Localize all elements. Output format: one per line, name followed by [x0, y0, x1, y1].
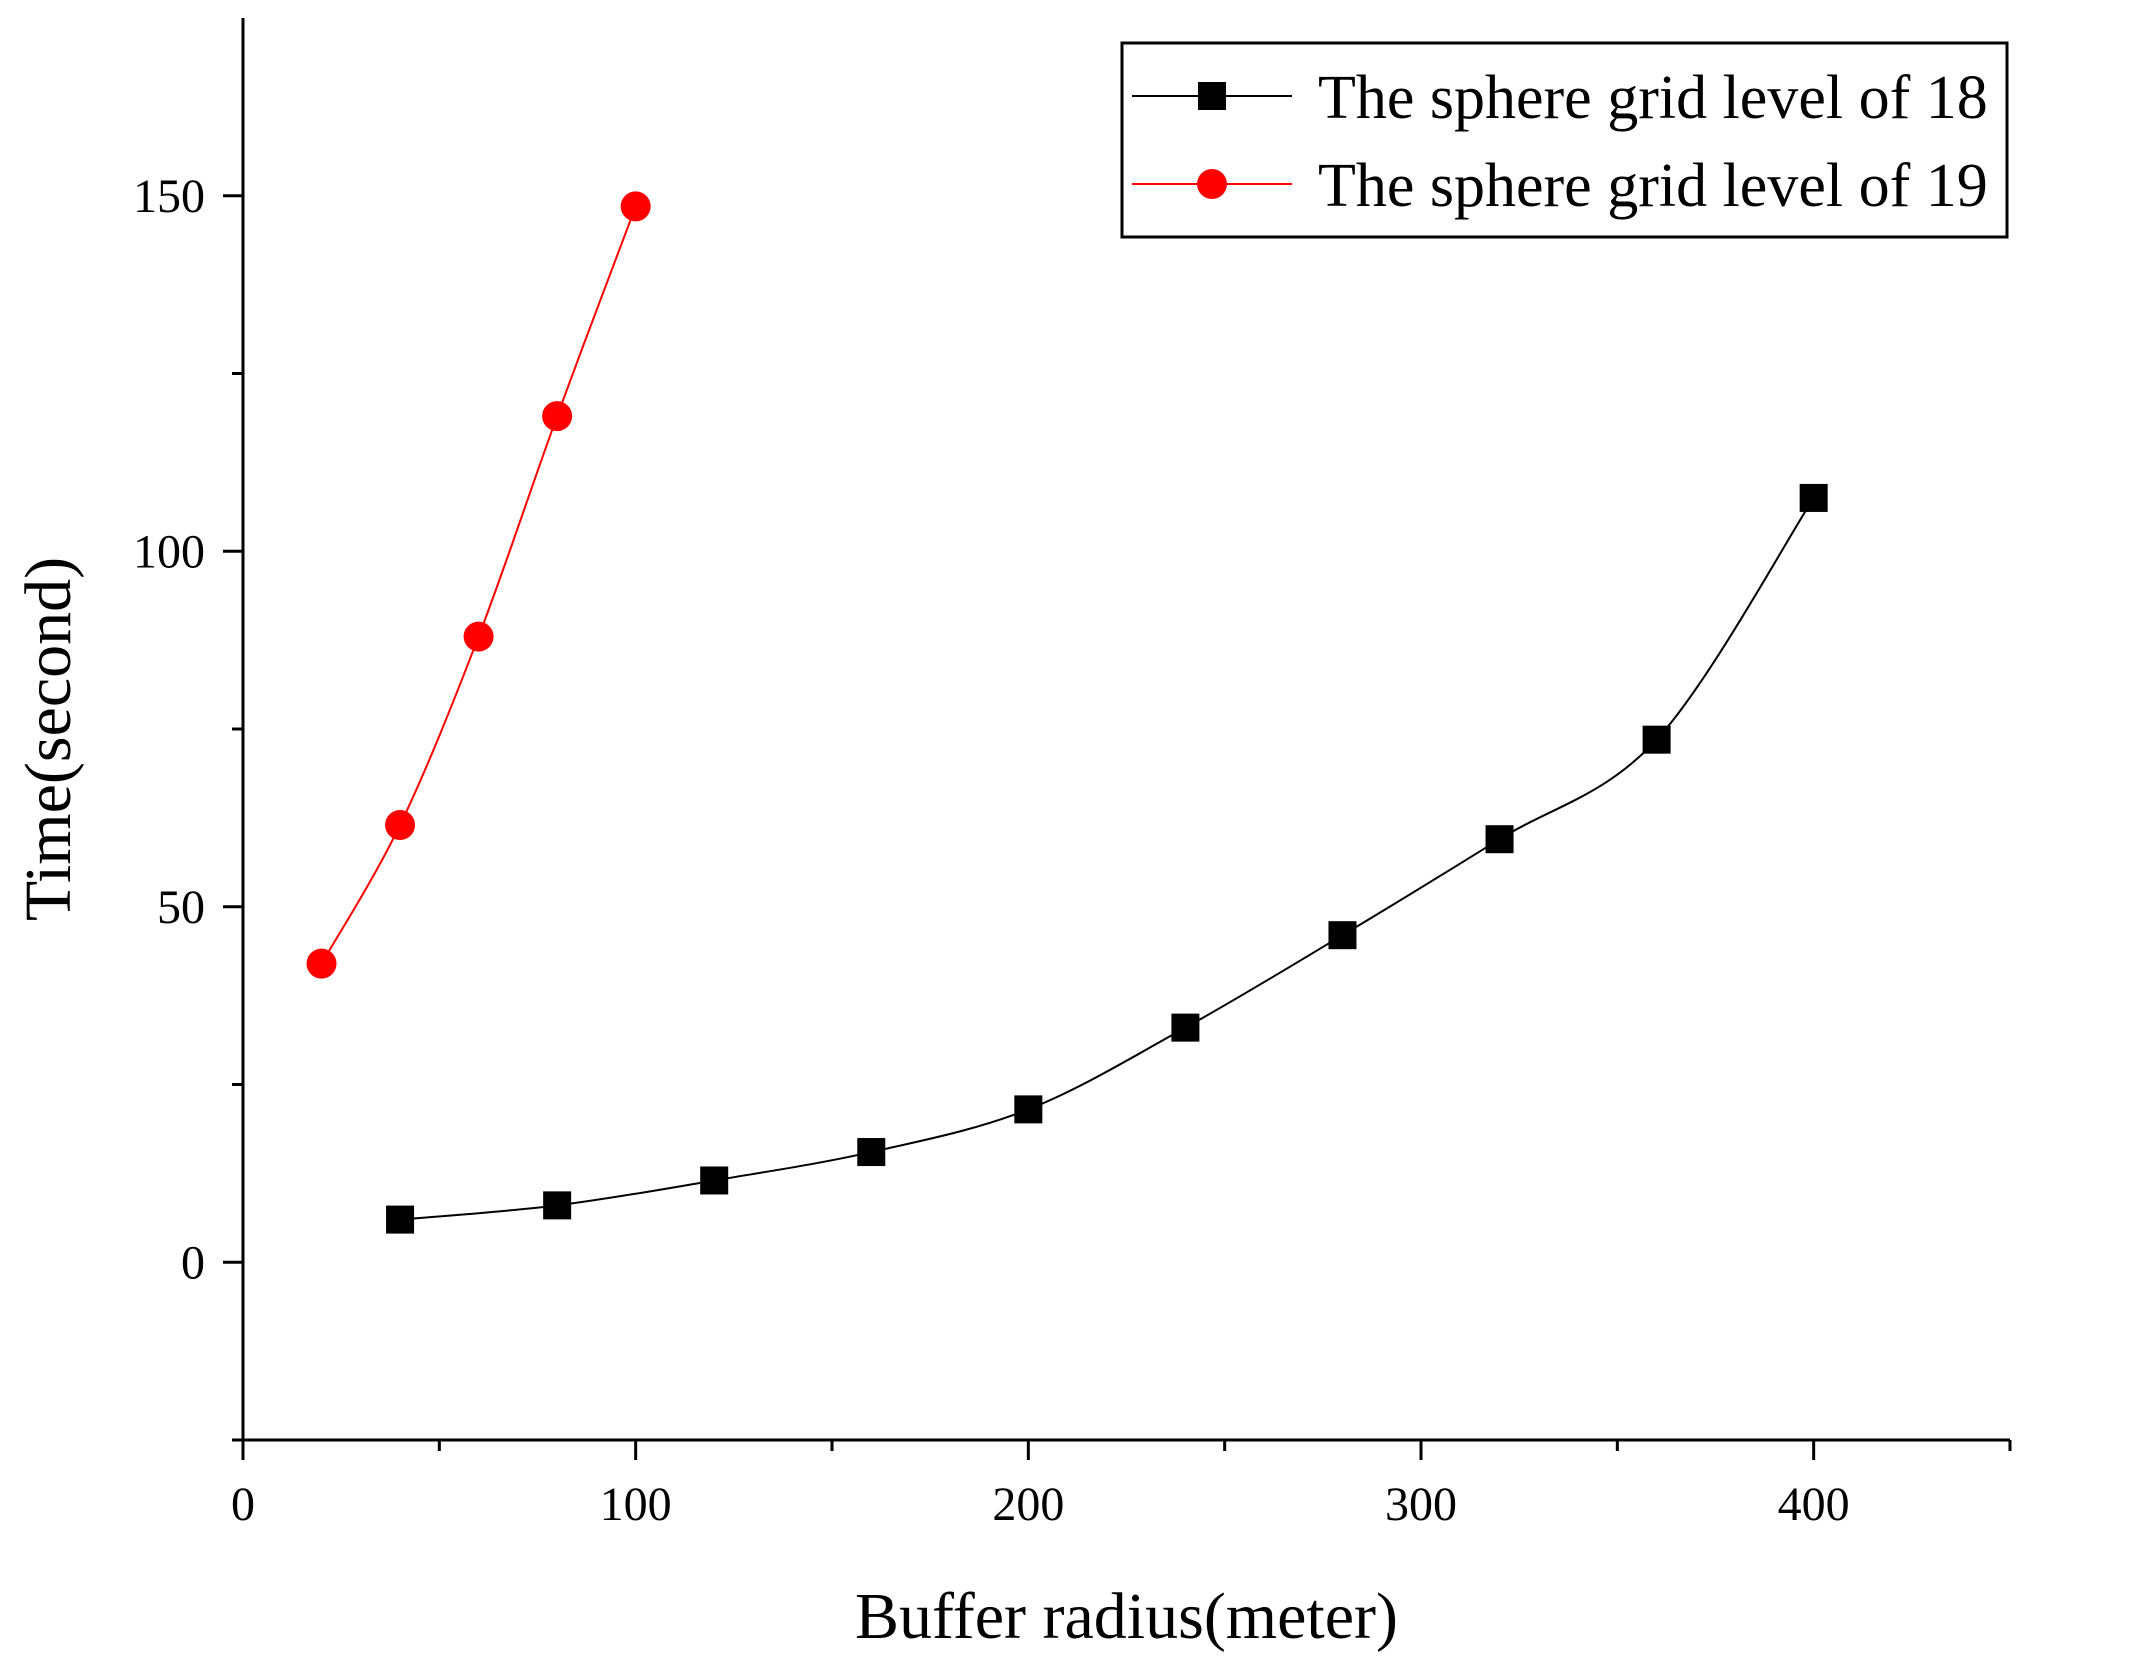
legend: The sphere grid level of 18 The sphere gr… — [1120, 41, 2009, 239]
series-2-point-40 — [385, 809, 416, 840]
y-tick-label-150: 150 — [133, 170, 205, 223]
series-1-point-80 — [543, 1191, 572, 1220]
series-1-point-160 — [857, 1138, 886, 1167]
x-tick-label-100: 100 — [600, 1478, 672, 1531]
x-tick-label-0: 0 — [231, 1478, 255, 1531]
series-1-point-40 — [386, 1205, 415, 1234]
legend-swatch-marker-2 — [1197, 169, 1227, 199]
series-1-point-400 — [1799, 483, 1828, 512]
series-1-point-120 — [700, 1166, 729, 1195]
series-1-point-280 — [1328, 921, 1357, 950]
legend-label-2: The sphere grid level of 19 — [1318, 152, 1988, 220]
x-tick-label-200: 200 — [992, 1478, 1064, 1531]
series-2-point-20 — [306, 948, 337, 979]
y-tick-label-50: 50 — [157, 881, 205, 934]
legend-swatch-marker-1 — [1198, 82, 1226, 110]
legend-label-1: The sphere grid level of 18 — [1318, 64, 1988, 132]
legend-box — [1120, 41, 2009, 239]
series-1 — [386, 483, 1828, 1234]
series-1-point-360 — [1642, 725, 1671, 754]
series-2-point-100 — [620, 191, 651, 222]
series-layer — [306, 191, 1828, 1234]
x-tick-label-400: 400 — [1778, 1478, 1850, 1531]
y-tick-label-100: 100 — [133, 525, 205, 578]
series-2-line — [320, 206, 637, 965]
series-1-point-320 — [1485, 825, 1514, 854]
x-axis-title: Buffer radius(meter) — [855, 1580, 1398, 1653]
series-2-point-80 — [542, 401, 573, 432]
series-2-point-60 — [463, 621, 494, 652]
series-1-point-240 — [1171, 1013, 1200, 1042]
axes: 0 100 200 300 400 0 50 100 150 — [133, 18, 2012, 1531]
series-1-line — [399, 497, 1815, 1221]
x-tick-label-300: 300 — [1385, 1478, 1457, 1531]
y-axis-title: Time(second) — [12, 557, 85, 921]
series-2 — [306, 191, 651, 979]
y-tick-label-0: 0 — [181, 1236, 205, 1289]
series-1-point-200 — [1014, 1095, 1043, 1124]
